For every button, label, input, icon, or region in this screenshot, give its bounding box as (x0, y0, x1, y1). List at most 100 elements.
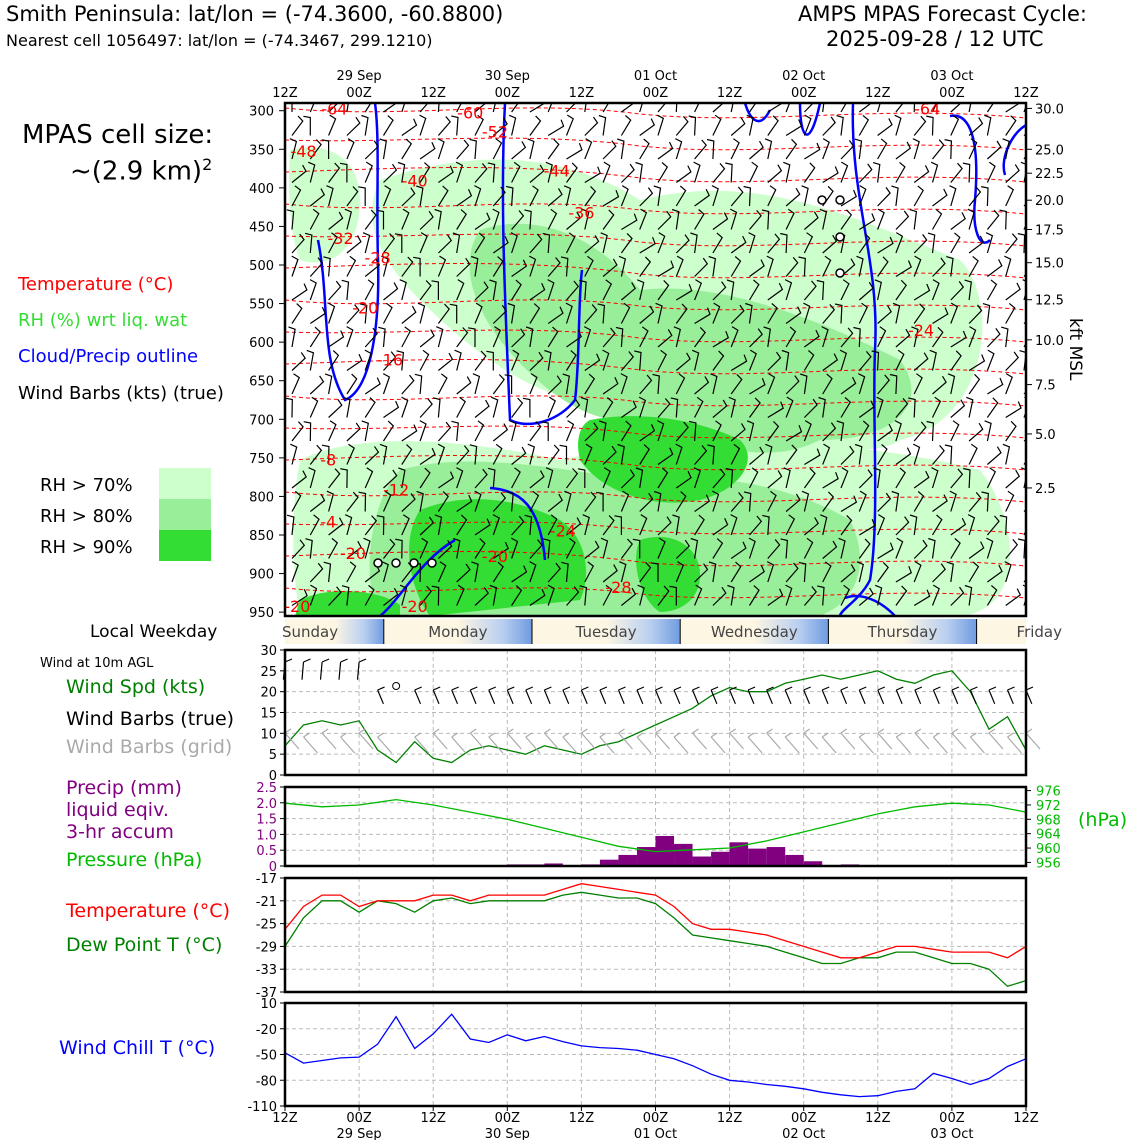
wind-barb (932, 375, 947, 395)
kft-tick-label: 5.0 (1035, 428, 1056, 443)
temperature-contour (285, 395, 1026, 407)
wind-barb (675, 255, 684, 277)
wind-barb (401, 493, 416, 512)
wind-barb (730, 514, 738, 536)
wind-barb (657, 398, 671, 418)
wind-barb (474, 399, 490, 418)
wind-barb (877, 423, 893, 442)
wind-barb (767, 420, 780, 442)
wind-barb (383, 163, 398, 183)
wind-barb (780, 538, 789, 559)
wind-barb (419, 142, 436, 160)
wind-barb (932, 445, 945, 465)
temperature-contour-label: -64 (914, 100, 940, 119)
wind-barb (895, 565, 913, 583)
wind-barb (291, 115, 304, 136)
temperature-contour (285, 233, 1026, 247)
wind-barb (749, 210, 762, 230)
wind-barb (968, 117, 984, 136)
wind-barb-true (784, 686, 793, 705)
wind-barb (563, 185, 572, 207)
wind-barb (511, 328, 526, 348)
wind-barb (547, 562, 561, 583)
wind-barb (800, 373, 808, 395)
wind-barb (986, 161, 996, 183)
wind-barb (987, 564, 1003, 583)
wind-barb (913, 373, 923, 395)
wind-barb (926, 115, 934, 136)
wind-barb-true (914, 686, 923, 705)
wind-barb (401, 305, 417, 324)
wind-barb (931, 208, 943, 230)
wind-barb (437, 491, 449, 512)
y-tick-label: 30 (260, 644, 277, 659)
legend-rh80-swatch (159, 499, 211, 530)
wind-barb (547, 396, 556, 418)
wind-barb-true (691, 686, 700, 705)
cross-section-panel: -64 -60 -64 -52 -48 -44 -40 -36 -32 -28 -20 -16 -24 -… (249, 100, 1064, 622)
wind-barb (525, 326, 534, 348)
wind-barb (785, 208, 795, 230)
wind-barb (564, 490, 572, 512)
bottom-time-tick-label: 00Z (791, 1111, 817, 1126)
temperature-contour-label: -24 (550, 522, 576, 541)
wind-barb-true (617, 686, 626, 705)
temperature-contour-label: -20 (284, 597, 310, 616)
wind-barb (602, 258, 618, 277)
wind-barb (895, 467, 906, 489)
wind-barb (639, 236, 656, 254)
wind-barb (399, 584, 408, 606)
wind-barb (419, 467, 431, 489)
legend-rh90-swatch (159, 530, 211, 561)
wind-barb (1005, 302, 1016, 324)
wind-barb (358, 186, 366, 206)
wind-barb (451, 420, 459, 442)
wind-barb (766, 255, 774, 277)
wind-barb (529, 373, 538, 395)
wind-barb (454, 349, 462, 371)
weekday-segment (976, 619, 1026, 644)
wind-barb (452, 537, 461, 559)
wind-barb (602, 445, 617, 465)
forecast-cycle-date: 2025-09-28 / 12 UTC (826, 27, 1044, 51)
panel-frame (283, 785, 1028, 868)
y-tick-label: 1.0 (256, 828, 277, 843)
wind-barb (620, 302, 631, 324)
weekday-segment (828, 619, 977, 644)
wind-barb (730, 117, 746, 136)
wind-barb (946, 561, 954, 583)
wind-barb (1005, 539, 1019, 559)
wind-barb (438, 471, 455, 489)
legend-rh70-swatch (159, 468, 211, 499)
temperature-contour-label: -4 (320, 512, 336, 531)
wind-barb (694, 514, 705, 536)
wind-barb (675, 539, 690, 559)
pressure-y-tick-label: 968 (1036, 813, 1061, 828)
wind-barb (817, 585, 825, 606)
wind-barb (639, 424, 656, 442)
wind-barb (291, 185, 302, 207)
weekday-segment (532, 619, 681, 644)
wind-barb (547, 119, 565, 137)
y-tick-label: -80 (256, 1074, 277, 1089)
wind-barb (467, 327, 476, 347)
wind-barb (984, 114, 992, 136)
wind-barb (708, 255, 717, 277)
wind-barb (620, 469, 636, 489)
wind-barb (675, 421, 689, 442)
wind-barb (474, 281, 489, 301)
wind-barb (986, 140, 1002, 160)
wind-barb (511, 446, 527, 465)
wind-barb (891, 490, 900, 512)
wind-barb (398, 467, 406, 489)
wind-barb (767, 233, 781, 254)
temperature-contour (285, 521, 1026, 535)
temperature-contour-label: -28 (365, 248, 391, 267)
wind-barb (529, 283, 546, 301)
wind-barb (346, 116, 361, 136)
wind-barb (913, 165, 930, 183)
wind-barb-true (414, 686, 422, 705)
wind-barb (399, 279, 407, 301)
wind-barb (950, 399, 966, 418)
wind-barb (822, 116, 836, 136)
